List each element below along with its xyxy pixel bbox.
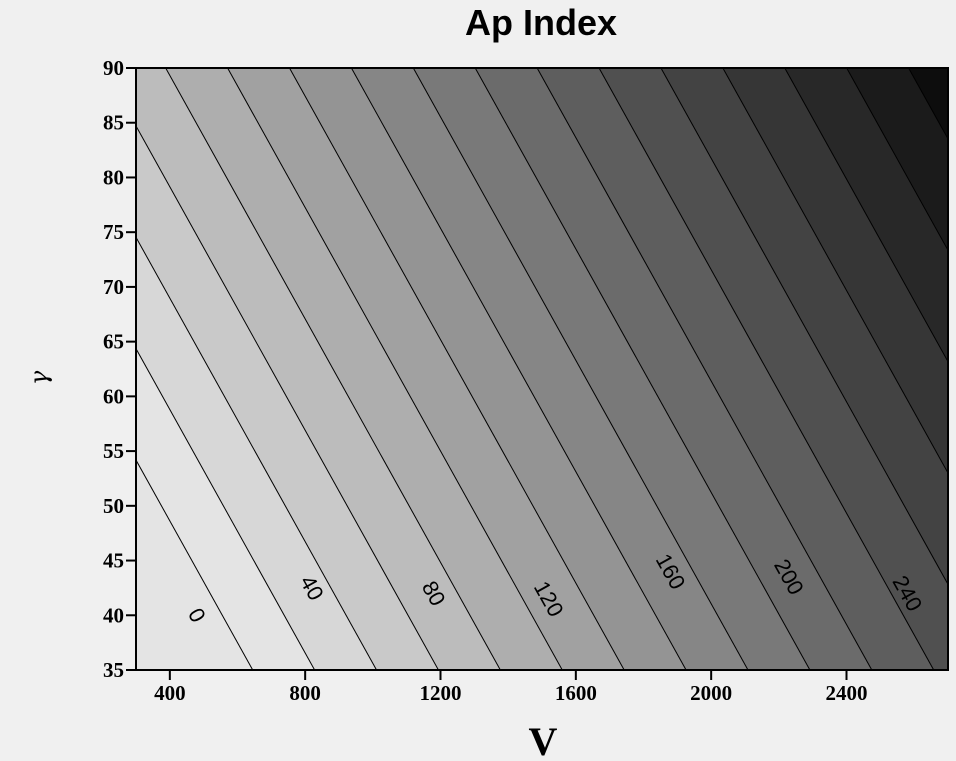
contour-band [537,68,934,670]
contour-band [413,68,810,670]
x-tick-label: 2000 [690,681,732,705]
y-tick-label: 40 [103,603,124,627]
x-axis-label: V [529,719,558,761]
y-tick-label: 45 [103,549,124,573]
contour-band [599,68,948,670]
y-tick-label: 80 [103,165,124,189]
contour-line [136,347,316,670]
contour-band [136,68,501,670]
plot-frame [135,67,949,671]
x-tick-label: 400 [154,681,186,705]
contour-line [474,68,811,670]
contour-line [289,68,625,670]
contour-fill-bands [136,68,948,670]
chart-title: Ap Index [465,2,617,43]
contour-line [165,68,501,670]
contour-band [351,68,748,670]
contour-line [722,68,948,474]
contour-line [536,68,873,670]
x-tick-label: 1600 [555,681,597,705]
x-axis-ticks: 400 800 1200 1600 2000 2400 [154,670,868,705]
y-tick-label: 75 [103,220,124,244]
contour-line [412,68,749,670]
contour-line [136,459,254,670]
y-tick-label: 50 [103,494,124,518]
contour-band [165,68,563,670]
y-tick-label: 35 [103,658,124,682]
contour-line [136,236,377,670]
y-tick-label: 85 [103,111,124,135]
contour-line [136,124,439,670]
x-tick-label: 800 [289,681,321,705]
contour-line [846,68,948,252]
y-tick-label: 65 [103,330,124,354]
y-tick-label: 60 [103,384,124,408]
contour-band [227,68,625,670]
contour-line [784,68,948,363]
contour-lines [136,68,948,670]
contour-band [475,68,872,670]
x-tick-label: 2400 [826,681,868,705]
contour-band [289,68,687,670]
x-tick-label: 1200 [420,681,462,705]
contour-line [660,68,948,586]
contour-line [227,68,563,670]
y-axis-label: γ [25,370,53,385]
contour-line [598,68,935,670]
y-tick-label: 55 [103,439,124,463]
y-tick-label: 90 [103,56,124,80]
contour-line [350,68,687,670]
y-tick-label: 70 [103,275,124,299]
y-axis-ticks: 35 40 45 50 55 60 65 70 75 80 85 90 [103,56,136,682]
